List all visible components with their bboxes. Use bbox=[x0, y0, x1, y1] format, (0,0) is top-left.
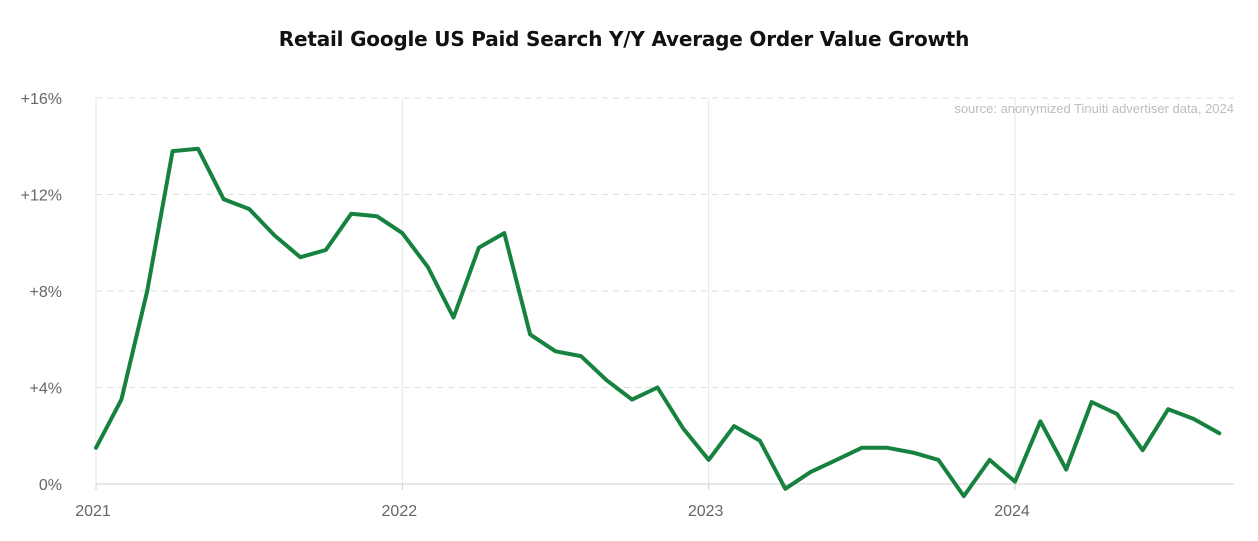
series-layer bbox=[94, 146, 1222, 499]
y-tick-label: 0% bbox=[39, 477, 62, 494]
series-line bbox=[94, 146, 1222, 499]
x-tick-label: 2023 bbox=[688, 503, 724, 520]
x-tick-label: 2021 bbox=[75, 503, 111, 520]
grid bbox=[95, 97, 1234, 490]
y-tick-label: +4% bbox=[30, 381, 62, 398]
y-tick-label: +16% bbox=[21, 91, 62, 108]
y-tick-label: +12% bbox=[21, 188, 62, 205]
source-note: source: anonymized Tinuiti advertiser da… bbox=[954, 101, 1234, 116]
x-tick-label: 2022 bbox=[382, 503, 418, 520]
x-tick-label: 2024 bbox=[994, 503, 1030, 520]
axes: +16% +12% +8% +4% 0% 2021 2022 2023 2024 bbox=[21, 91, 1030, 520]
chart-title: Retail Google US Paid Search Y/Y Average… bbox=[278, 27, 970, 51]
y-tick-label: +8% bbox=[30, 284, 62, 301]
